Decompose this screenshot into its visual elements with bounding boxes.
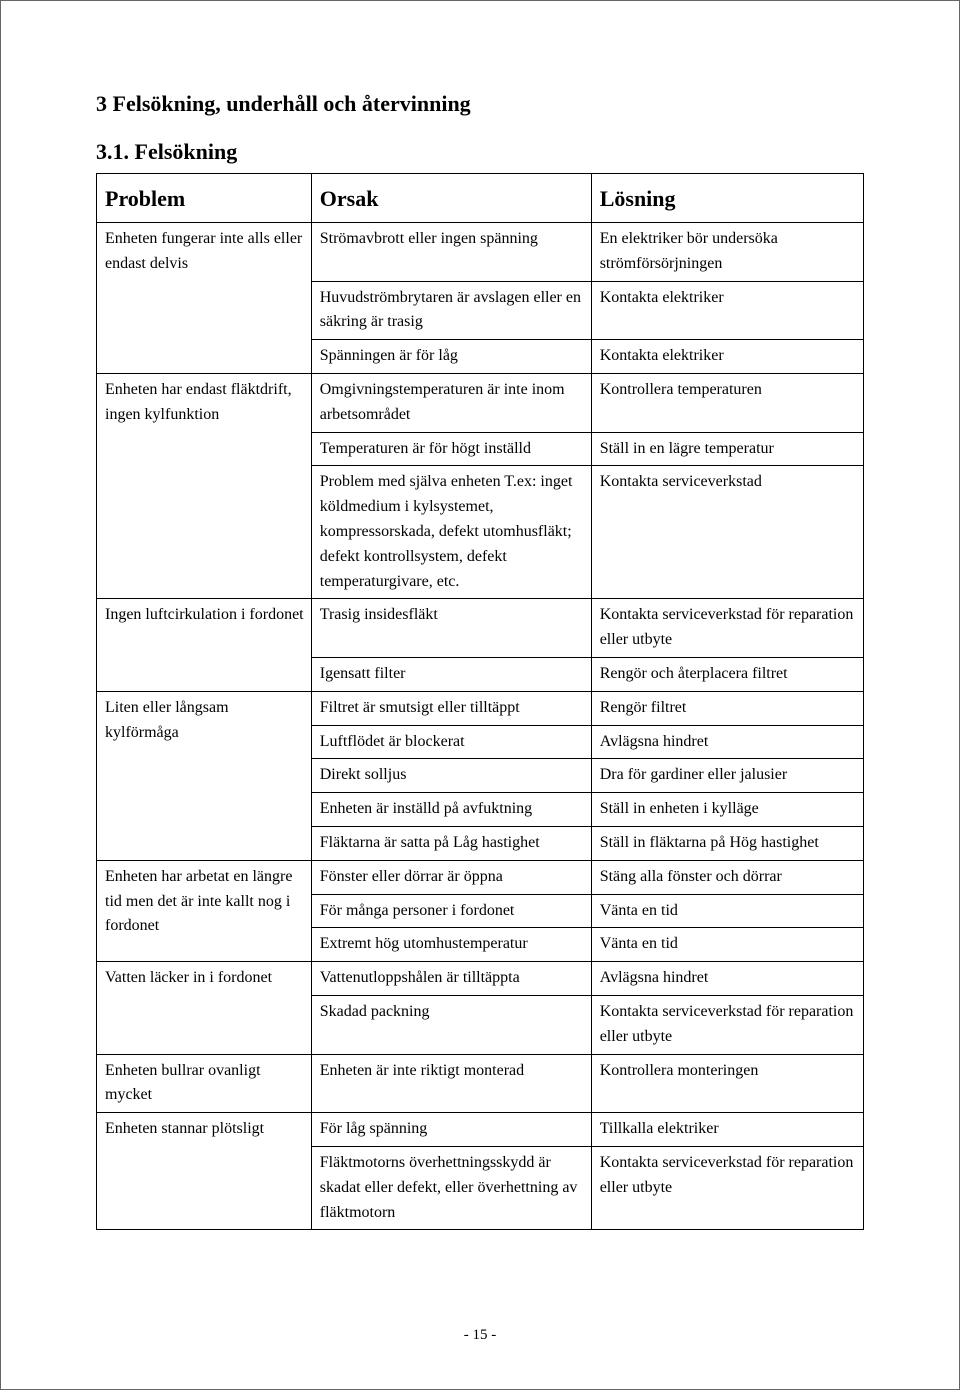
cell-cause: Vattenutloppshålen är tilltäppta: [311, 962, 591, 996]
cell-problem: Enheten stannar plötsligt: [97, 1113, 312, 1230]
col-solution: Lösning: [591, 174, 863, 223]
cell-solution: Avlägsna hindret: [591, 725, 863, 759]
cell-solution: Rengör och återplacera filtret: [591, 658, 863, 692]
cell-solution: Vänta en tid: [591, 928, 863, 962]
cell-problem: Enheten fungerar inte alls eller endast …: [97, 223, 312, 374]
table-row: Enheten stannar plötsligtFör låg spännin…: [97, 1113, 864, 1147]
table-row: Enheten har endast fläktdrift, ingen kyl…: [97, 374, 864, 433]
table-header-row: Problem Orsak Lösning: [97, 174, 864, 223]
cell-cause: Filtret är smutsigt eller tilltäppt: [311, 691, 591, 725]
cell-cause: Huvudströmbrytaren är avslagen eller en …: [311, 281, 591, 340]
cell-cause: Omgivningstemperaturen är inte inom arbe…: [311, 374, 591, 433]
cell-cause: Temperaturen är för högt inställd: [311, 432, 591, 466]
cell-solution: Kontakta serviceverkstad för reparation …: [591, 1147, 863, 1230]
cell-solution: Kontakta serviceverkstad för reparation …: [591, 996, 863, 1055]
cell-cause: Fönster eller dörrar är öppna: [311, 860, 591, 894]
cell-solution: Dra för gardiner eller jalusier: [591, 759, 863, 793]
cell-problem: Enheten har arbetat en längre tid men de…: [97, 860, 312, 961]
table-row: Ingen luftcirkulation i fordonetTrasig i…: [97, 599, 864, 658]
cell-solution: En elektriker bör undersöka strömförsörj…: [591, 223, 863, 282]
cell-cause: Problem med själva enheten T.ex: inget k…: [311, 466, 591, 599]
cell-solution: Avlägsna hindret: [591, 962, 863, 996]
cell-problem: Enheten bullrar ovanligt mycket: [97, 1054, 312, 1113]
cell-cause: Skadad packning: [311, 996, 591, 1055]
table-row: Enheten bullrar ovanligt mycketEnheten ä…: [97, 1054, 864, 1113]
cell-cause: Trasig insidesfläkt: [311, 599, 591, 658]
document-page: 3 Felsökning, underhåll och återvinning …: [0, 0, 960, 1390]
cell-problem: Liten eller långsam kylförmåga: [97, 691, 312, 860]
cell-cause: Enheten är inte riktigt monterad: [311, 1054, 591, 1113]
page-number: - 15 -: [1, 1327, 959, 1344]
table-row: Vatten läcker in i fordonetVattenutlopps…: [97, 962, 864, 996]
troubleshooting-table: Problem Orsak Lösning Enheten fungerar i…: [96, 173, 864, 1230]
cell-solution: Kontakta elektriker: [591, 281, 863, 340]
table-row: Liten eller långsam kylförmågaFiltret är…: [97, 691, 864, 725]
cell-cause: Extremt hög utomhustemperatur: [311, 928, 591, 962]
cell-cause: Luftflödet är blockerat: [311, 725, 591, 759]
cell-solution: Stäng alla fönster och dörrar: [591, 860, 863, 894]
col-cause: Orsak: [311, 174, 591, 223]
cell-solution: Kontakta serviceverkstad för reparation …: [591, 599, 863, 658]
table-body: Enheten fungerar inte alls eller endast …: [97, 223, 864, 1230]
cell-cause: Fläktmotorns överhettningsskydd är skada…: [311, 1147, 591, 1230]
table-row: Enheten har arbetat en längre tid men de…: [97, 860, 864, 894]
cell-cause: Fläktarna är satta på Låg hastighet: [311, 827, 591, 861]
cell-solution: Kontakta elektriker: [591, 340, 863, 374]
cell-cause: Strömavbrott eller ingen spänning: [311, 223, 591, 282]
cell-solution: Kontrollera temperaturen: [591, 374, 863, 433]
cell-cause: För låg spänning: [311, 1113, 591, 1147]
cell-cause: Enheten är inställd på avfuktning: [311, 793, 591, 827]
subsection-title: 3.1. Felsökning: [96, 139, 864, 165]
cell-solution: Ställ in fläktarna på Hög hastighet: [591, 827, 863, 861]
cell-solution: Kontrollera monteringen: [591, 1054, 863, 1113]
cell-solution: Ställ in enheten i kylläge: [591, 793, 863, 827]
cell-solution: Kontakta serviceverkstad: [591, 466, 863, 599]
cell-cause: Spänningen är för låg: [311, 340, 591, 374]
cell-problem: Ingen luftcirkulation i fordonet: [97, 599, 312, 691]
cell-problem: Enheten har endast fläktdrift, ingen kyl…: [97, 374, 312, 599]
cell-solution: Rengör filtret: [591, 691, 863, 725]
cell-cause: Direkt solljus: [311, 759, 591, 793]
table-row: Enheten fungerar inte alls eller endast …: [97, 223, 864, 282]
section-title: 3 Felsökning, underhåll och återvinning: [96, 91, 864, 117]
cell-cause: Igensatt filter: [311, 658, 591, 692]
cell-solution: Vänta en tid: [591, 894, 863, 928]
col-problem: Problem: [97, 174, 312, 223]
cell-cause: För många personer i fordonet: [311, 894, 591, 928]
cell-solution: Tillkalla elektriker: [591, 1113, 863, 1147]
cell-problem: Vatten läcker in i fordonet: [97, 962, 312, 1054]
cell-solution: Ställ in en lägre temperatur: [591, 432, 863, 466]
